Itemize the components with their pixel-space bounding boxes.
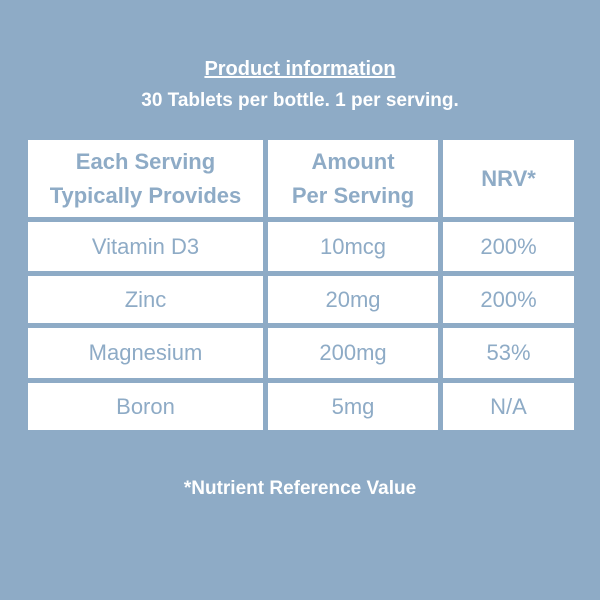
header-text: NRV* bbox=[481, 165, 536, 191]
title: Product information bbox=[204, 58, 396, 80]
table-cell: 200mg bbox=[268, 328, 438, 378]
table-cell: 53% bbox=[443, 328, 574, 378]
table-cell: Zinc bbox=[28, 276, 263, 323]
table-cell: 20mg bbox=[268, 276, 438, 323]
table-cell: 10mcg bbox=[268, 222, 438, 271]
header-cell: NRV* bbox=[443, 140, 574, 217]
header-cell: Each Serving Typically Provides bbox=[28, 140, 263, 217]
table-cell: 5mg bbox=[268, 383, 438, 430]
table-cell: 200% bbox=[443, 276, 574, 323]
table-cell: Magnesium bbox=[28, 328, 263, 378]
footnote: *Nutrient Reference Value bbox=[183, 478, 417, 499]
table-cell: N/A bbox=[443, 383, 574, 430]
header-text: Typically Provides bbox=[49, 182, 242, 208]
header-text: Per Serving bbox=[291, 182, 415, 208]
table-cell: Vitamin D3 bbox=[28, 222, 263, 271]
header-text: Each Serving bbox=[75, 148, 216, 174]
table-cell: 200% bbox=[443, 222, 574, 271]
header-cell: Amount Per Serving bbox=[268, 140, 438, 217]
table-cell: Boron bbox=[28, 383, 263, 430]
subtitle: 30 Tablets per bottle. 1 per serving. bbox=[141, 90, 459, 111]
header-text: Amount bbox=[311, 148, 395, 174]
